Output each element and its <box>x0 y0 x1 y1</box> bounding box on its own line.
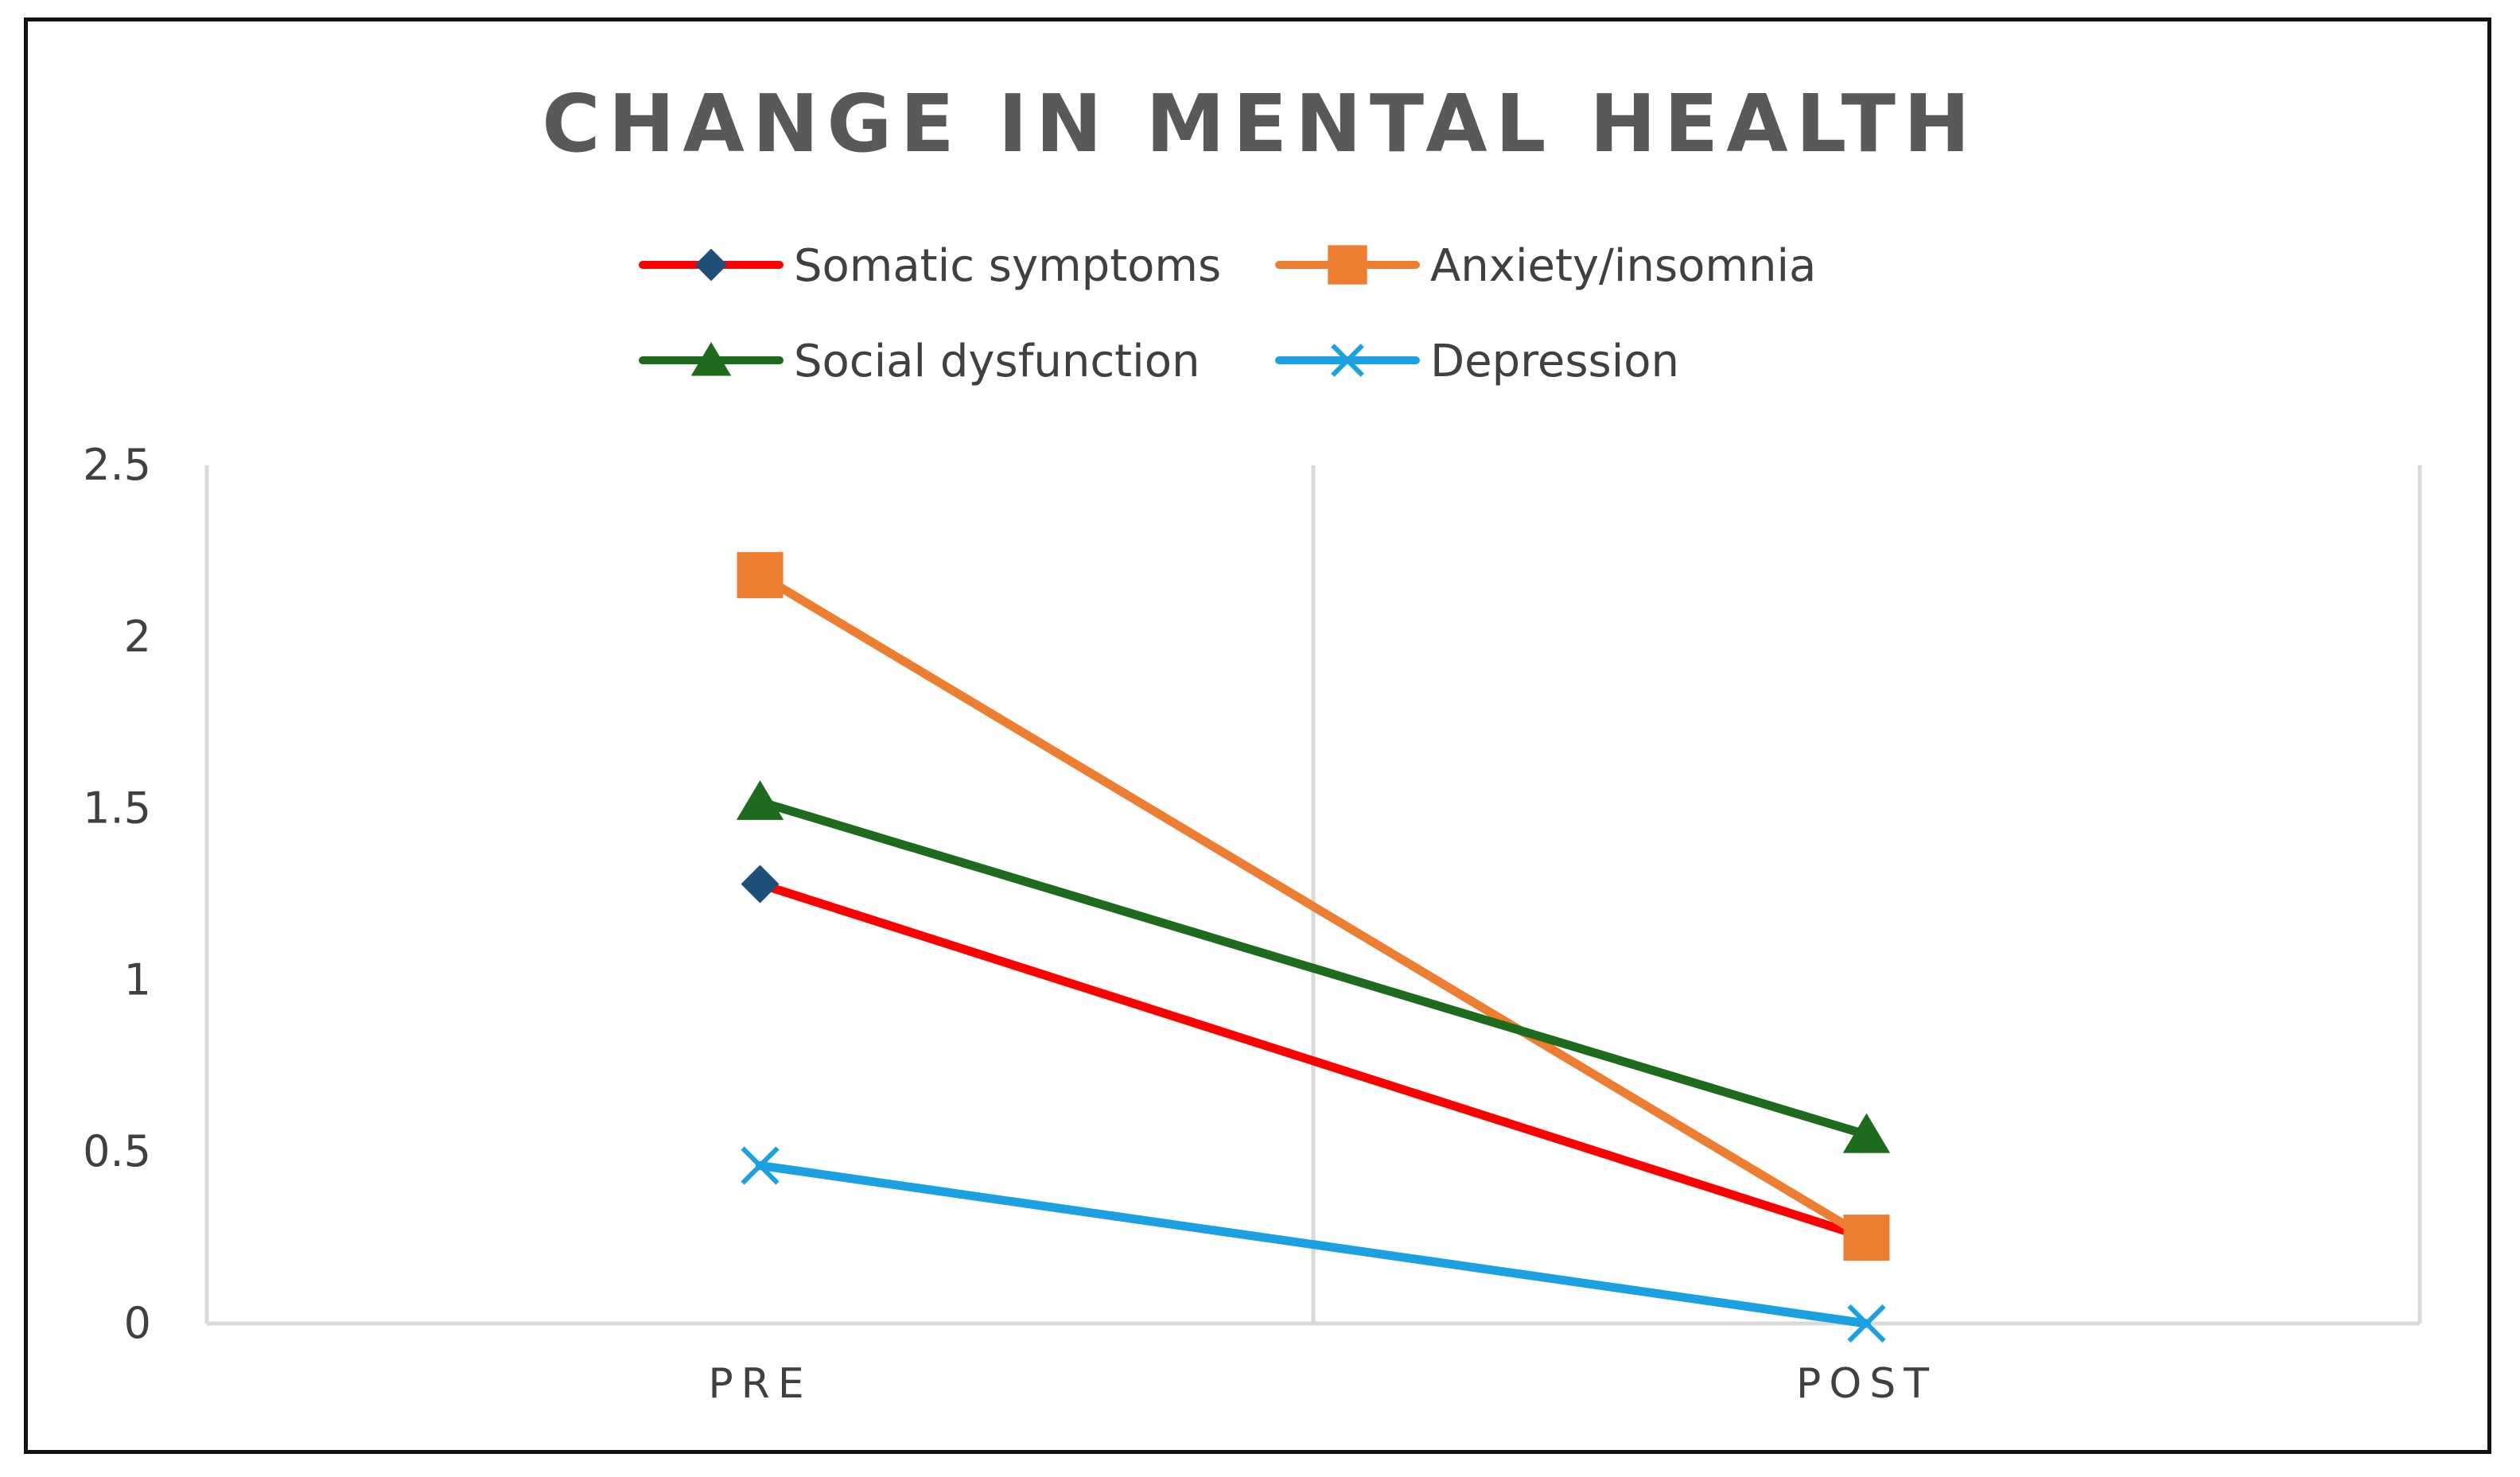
gridlines <box>204 465 2422 1326</box>
y-tick-label: 0.5 <box>83 1126 151 1176</box>
x-tick-label-pre: PRE <box>708 1360 811 1408</box>
legend-label: Depression <box>1430 336 1679 387</box>
legend-label: Anxiety/insomnia <box>1430 240 1816 292</box>
marker-social-dysfunction-pre <box>736 779 784 820</box>
chart-title: CHANGE IN MENTAL HEALTH <box>542 77 1978 170</box>
marker-anxiety-insomnia-post <box>1843 1215 1890 1261</box>
series-line-depression <box>756 1160 1871 1328</box>
legend-label: Social dysfunction <box>794 336 1200 387</box>
x-tick-label-post: POST <box>1796 1360 1937 1408</box>
legend-item-anxiety-insomnia: Anxiety/insomnia <box>1275 240 1816 292</box>
series-markers <box>736 552 1891 1343</box>
y-tick-label: 2 <box>124 612 151 662</box>
series-lines <box>756 570 1871 1328</box>
legend-marker-anxiety-insomnia <box>1328 245 1367 285</box>
legend-item-social-dysfunction: Social dysfunction <box>639 336 1200 387</box>
marker-somatic-symptoms-pre <box>741 865 780 904</box>
y-tick-label: 1 <box>124 954 151 1005</box>
series-line-somatic-symptoms <box>756 880 1871 1242</box>
y-tick-label: 0 <box>124 1298 151 1348</box>
series-line-anxiety-insomnia <box>756 570 1871 1242</box>
legend-item-depression: Depression <box>1275 336 1679 387</box>
series-line-social-dysfunction <box>756 797 1871 1140</box>
x-axis-ticks: PRE POST <box>708 1360 1937 1408</box>
y-axis-ticks: 0 0.5 1 1.5 2 2.5 <box>83 440 151 1348</box>
legend-marker-depression <box>1331 344 1364 377</box>
marker-depression-pre <box>741 1146 780 1185</box>
legend-label: Somatic symptoms <box>794 240 1221 292</box>
legend-marker-somatic-symptoms <box>694 248 728 282</box>
marker-social-dysfunction-post <box>1842 1113 1891 1153</box>
legend-marker-social-dysfunction <box>690 342 732 376</box>
marker-depression-post <box>1847 1304 1886 1343</box>
legend-item-somatic-symptoms: Somatic symptoms <box>639 240 1221 292</box>
chart-frame <box>24 17 2491 1454</box>
marker-anxiety-insomnia-pre <box>737 552 784 599</box>
y-tick-label: 1.5 <box>83 783 151 834</box>
legend: Somatic symptoms Anxiety/insomnia Social d… <box>639 240 1816 387</box>
y-tick-label: 2.5 <box>83 440 151 490</box>
